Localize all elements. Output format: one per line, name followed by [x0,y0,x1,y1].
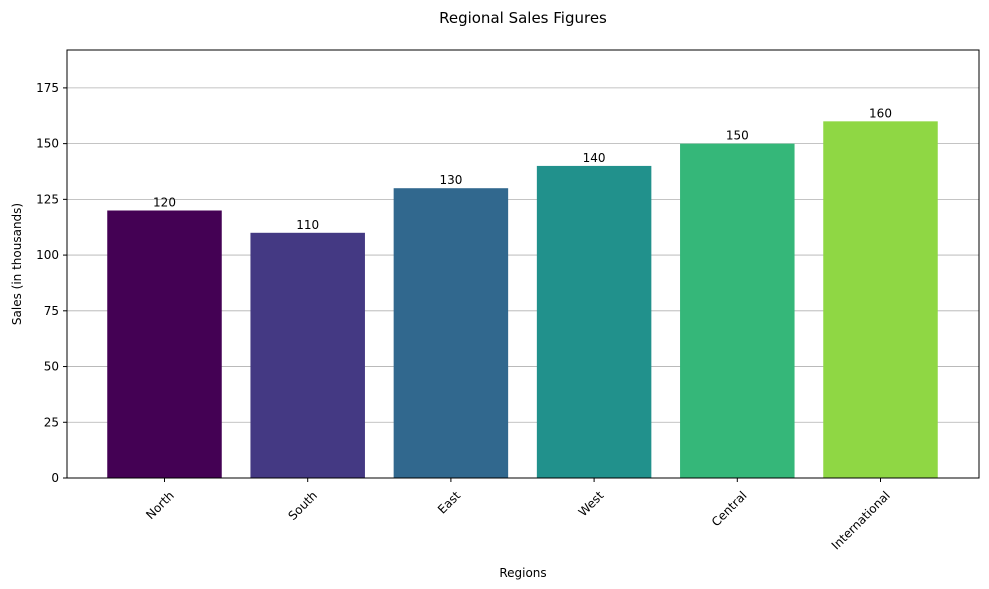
bar-south [250,232,365,478]
bar-central [680,143,795,478]
y-tick-label: 75 [44,304,59,318]
y-axis-label: Sales (in thousands) [10,203,24,325]
bar-north [107,210,222,478]
y-tick-label: 100 [36,248,59,262]
plot-frame [66,49,980,479]
data-label: 130 [439,173,462,187]
data-label: 140 [583,151,606,165]
y-tick-label: 0 [51,471,59,485]
y-tick-label: 175 [36,81,59,95]
y-tick-label: 150 [36,137,59,151]
data-label: 110 [296,218,319,232]
bar-west [536,165,652,478]
data-label: 150 [726,129,749,143]
data-labels: 120 110 130 140 150 160 [153,106,892,231]
y-tick-label: 50 [44,360,59,374]
bar-international [823,121,938,478]
data-label: 120 [153,196,176,210]
y-axis-ticks: 0 25 50 75 100 125 150 175 [36,81,67,485]
bar-east [393,188,509,479]
y-tick-label: 125 [36,192,59,206]
bars [107,121,938,479]
y-tick-label: 25 [44,415,59,429]
data-label: 160 [869,106,892,120]
chart-title: Regional Sales Figures [439,9,607,27]
x-axis-label: Regions [499,566,546,580]
